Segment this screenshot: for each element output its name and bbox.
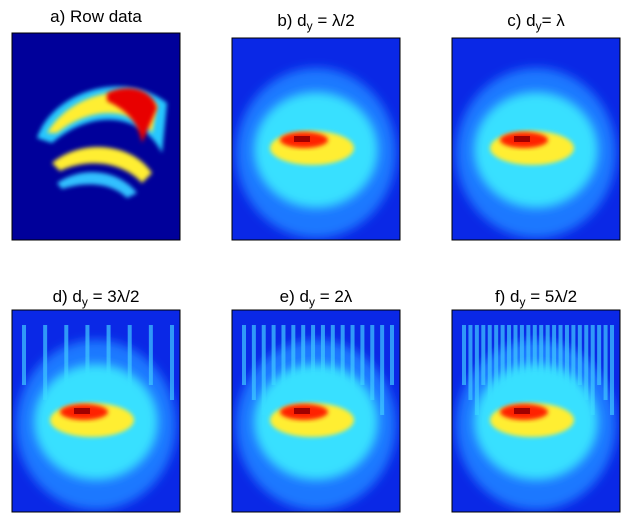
streak	[360, 325, 365, 385]
heatmap	[12, 310, 180, 512]
title-text: f) d	[495, 287, 520, 306]
streak	[494, 325, 499, 415]
streak	[481, 325, 486, 385]
streak	[22, 325, 26, 385]
streak	[281, 325, 286, 400]
streak	[500, 325, 505, 385]
streak	[390, 325, 394, 385]
streak	[330, 325, 335, 385]
frame	[451, 37, 621, 241]
streak	[584, 325, 589, 400]
streak	[301, 325, 306, 385]
frame	[231, 309, 401, 513]
panel-title: a) Row data	[50, 7, 142, 26]
streak	[558, 325, 563, 385]
core	[294, 408, 310, 414]
streak	[242, 325, 246, 385]
streak	[43, 325, 48, 400]
streak	[170, 325, 174, 400]
panel-title: c) dy= λ	[507, 11, 565, 33]
streak	[462, 325, 466, 385]
streak	[474, 325, 479, 415]
streak	[487, 325, 492, 400]
streak	[564, 325, 569, 400]
streak	[603, 325, 608, 400]
panel	[11, 309, 181, 513]
panel-title: d) dy = 3λ/2	[53, 287, 140, 309]
heatmap	[232, 38, 400, 240]
streak	[526, 325, 531, 400]
title-text: = λ	[542, 11, 566, 30]
core	[294, 136, 310, 142]
streak	[251, 325, 256, 400]
title-text: e) d	[280, 287, 309, 306]
title-text: = 3λ/2	[88, 287, 140, 306]
streak	[468, 325, 473, 400]
streak	[148, 325, 153, 385]
heatmap	[12, 33, 180, 240]
streak	[311, 325, 316, 400]
title-text: b) d	[277, 11, 306, 30]
title-text: = λ/2	[313, 11, 355, 30]
panel-title: f) dy = 5λ/2	[495, 287, 577, 309]
streak	[64, 325, 69, 415]
title-text: c) d	[507, 11, 535, 30]
panel	[11, 32, 181, 241]
frame	[451, 309, 621, 513]
subscript: y	[309, 295, 315, 309]
streak	[127, 325, 132, 415]
arc	[57, 172, 137, 198]
panel-title: b) dy = λ/2	[277, 11, 354, 33]
streak	[571, 325, 576, 415]
streak	[577, 325, 582, 385]
panel	[451, 37, 621, 241]
subscript: y	[520, 295, 526, 309]
streak	[539, 325, 544, 385]
title-text: d) d	[53, 287, 82, 306]
streak	[380, 325, 385, 415]
frame	[11, 309, 181, 513]
subscript: y	[307, 19, 313, 33]
panel	[231, 37, 401, 241]
subscript: y	[82, 295, 88, 309]
arc	[107, 88, 157, 143]
streak	[597, 325, 602, 385]
heatmap	[452, 310, 620, 512]
streak	[610, 325, 614, 415]
streak	[106, 325, 111, 400]
streak	[370, 325, 375, 400]
arc	[52, 146, 152, 183]
title-text: = 2λ	[315, 287, 353, 306]
frame	[11, 32, 181, 241]
frame	[231, 37, 401, 241]
heatmap	[232, 310, 400, 512]
core	[514, 408, 530, 414]
subscript: y	[536, 19, 542, 33]
streak	[271, 325, 276, 385]
streak	[340, 325, 345, 400]
streak	[590, 325, 595, 415]
panel	[451, 309, 621, 513]
streak	[261, 325, 266, 415]
streak	[545, 325, 550, 400]
streak	[350, 325, 355, 415]
core	[514, 136, 530, 142]
core	[74, 408, 90, 414]
streak	[507, 325, 512, 400]
title-text: = 5λ/2	[526, 287, 578, 306]
heatmap	[452, 38, 620, 240]
panel-title: e) dy = 2λ	[280, 287, 353, 309]
title-text: a) Row data	[50, 7, 142, 26]
streak	[85, 325, 90, 385]
panel	[231, 309, 401, 513]
streak	[519, 325, 524, 385]
